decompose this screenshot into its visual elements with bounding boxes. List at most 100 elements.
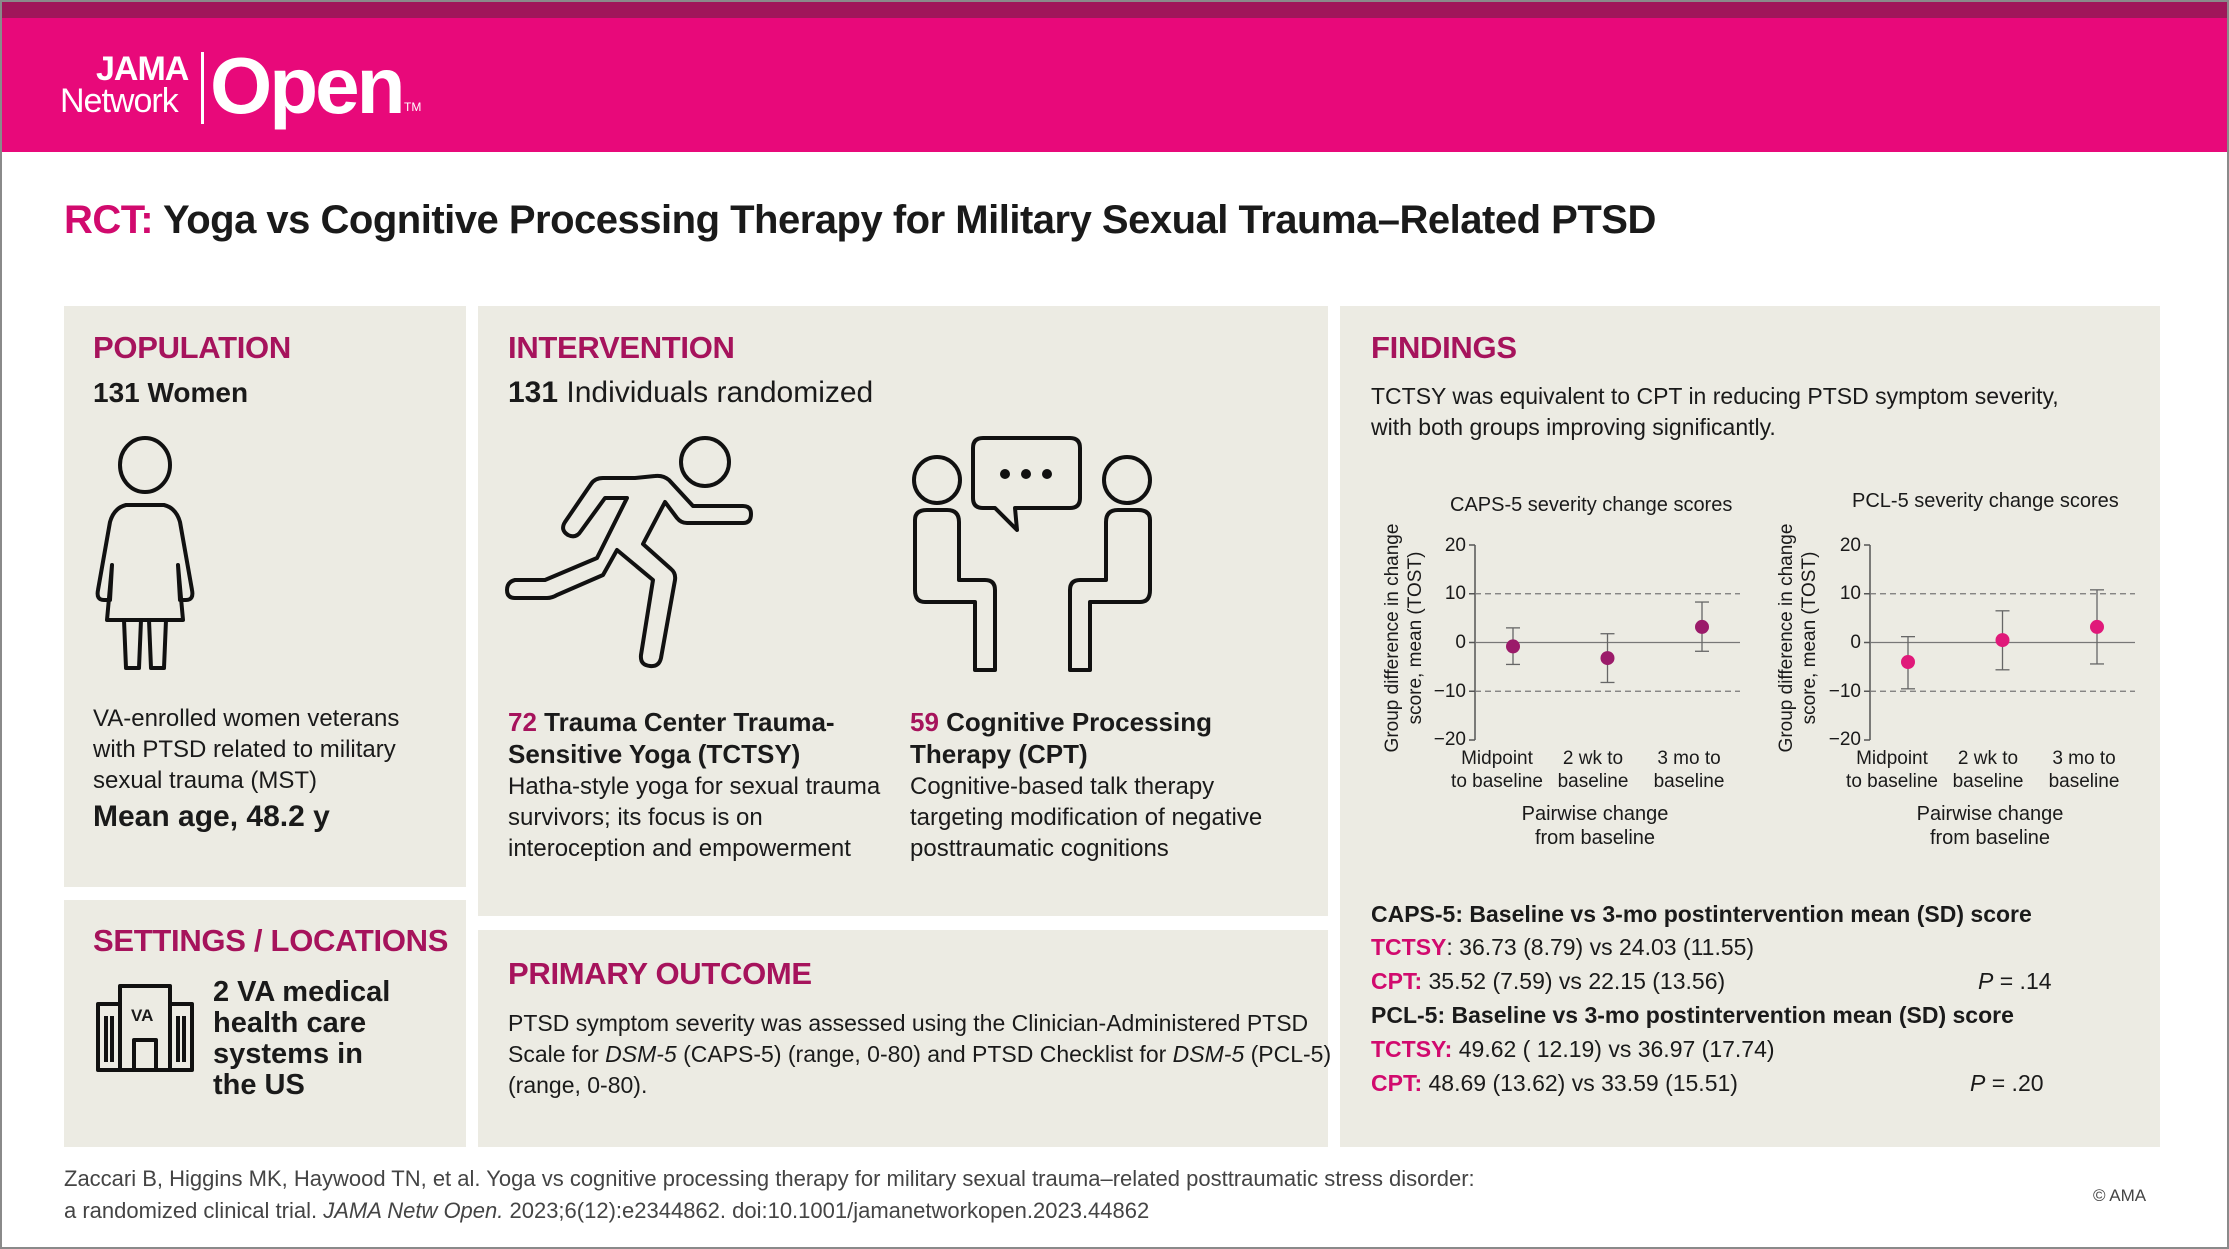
arm1-desc-2: survivors; its focus is on xyxy=(508,804,763,831)
chart1-ytick-20: 20 xyxy=(1444,535,1466,556)
po-l2c: (CAPS-5) (range, 0-80) and PTSD Checklis… xyxy=(676,1041,1173,1067)
chart2-ytick-10: 10 xyxy=(1839,583,1861,604)
population-mean-age: Mean age, 48.2 y xyxy=(93,800,330,833)
chart2-point xyxy=(2090,619,2104,634)
logo-tm: TM xyxy=(404,100,422,114)
chart2-xtick-2: 2 wk to baseline xyxy=(1943,747,2033,793)
pcl-p-value: P = .20 xyxy=(1970,1068,2044,1099)
population-desc-2: with PTSD related to military xyxy=(93,736,396,763)
chart1-point xyxy=(1506,639,1520,654)
running-person-icon xyxy=(505,436,753,669)
intervention-panel xyxy=(478,306,1328,916)
c1x3a: 3 mo to xyxy=(1657,748,1721,769)
arm1-title-l1: 72 Trauma Center Trauma- xyxy=(508,707,835,738)
c2x3a: 3 mo to xyxy=(2052,748,2116,769)
talk-therapy-icon xyxy=(912,436,1152,672)
pcl-cpt-label: CPT: xyxy=(1371,1070,1423,1096)
pcl-p-label: P xyxy=(1970,1070,1986,1096)
c2x1b: to baseline xyxy=(1846,771,1938,792)
chart2-ytick-m20: −20 xyxy=(1828,729,1861,750)
intervention-heading: INTERVENTION xyxy=(508,330,735,365)
arm2-desc-1: Cognitive-based talk therapy xyxy=(910,773,1215,800)
citation-line-1: Zaccari B, Higgins MK, Haywood TN, et al… xyxy=(64,1166,1475,1191)
chart2-xtick-1: Midpoint to baseline xyxy=(1842,747,1942,793)
caps-cpt-label: CPT: xyxy=(1371,968,1423,994)
chart1-ytick-m10: −10 xyxy=(1433,681,1466,702)
c2x3b: baseline xyxy=(2048,771,2120,792)
arm1-title-l2: Sensitive Yoga (TCTSY) xyxy=(508,739,801,769)
pcl-cpt-value: 48.69 (13.62) vs 33.59 (15.51) xyxy=(1422,1070,1738,1096)
chart2-point xyxy=(1901,655,1915,669)
caps-header: CAPS-5: Baseline vs 3-mo postinterventio… xyxy=(1371,901,2032,927)
title-prefix: RCT: xyxy=(64,198,154,242)
findings-heading: FINDINGS xyxy=(1371,330,1517,365)
population-desc-3: sexual trauma (MST) xyxy=(93,767,318,794)
arm2-desc-2: targeting modification of negative xyxy=(910,804,1263,831)
po-l2a: Scale for xyxy=(508,1041,606,1067)
c2x2b: baseline xyxy=(1952,771,2024,792)
primary-outcome-l2: Scale for DSM-5 (CAPS-5) (range, 0-80) a… xyxy=(508,1039,1331,1070)
caps-p-num: = .14 xyxy=(1993,968,2052,994)
chart1-ytick-10: 10 xyxy=(1444,583,1466,604)
chart2-ytick-m10: −10 xyxy=(1828,681,1861,702)
settings-desc-3: systems in xyxy=(213,1038,363,1070)
arm1-desc-3: interoception and empowerment xyxy=(508,835,851,862)
settings-desc-2: health care xyxy=(213,1007,367,1039)
top-strip xyxy=(2,2,2227,18)
settings-desc-4: the US xyxy=(213,1069,305,1101)
pcl-tctsy-label: TCTSY: xyxy=(1371,1036,1453,1062)
findings-summary-2: with both groups improving significantly… xyxy=(1371,414,1776,440)
chart2-ytick-0: 0 xyxy=(1850,632,1861,653)
settings-icon-label: VA xyxy=(131,1006,154,1025)
findings-panel xyxy=(1340,306,2160,1147)
logo-open: Open xyxy=(210,41,405,130)
population-count: 131 Women xyxy=(93,377,249,408)
po-l2d: DSM-5 xyxy=(1172,1041,1245,1067)
chart1-xlabel: Pairwise change from baseline xyxy=(1490,802,1700,850)
arm1-n: 72 xyxy=(508,707,537,737)
arm2-title-text: Cognitive Processing xyxy=(938,707,1212,737)
intervention-count: 131 xyxy=(508,376,559,409)
c2x1a: Midpoint xyxy=(1856,748,1928,769)
population-desc-1: VA-enrolled women veterans xyxy=(93,705,400,732)
chart1-plot xyxy=(1469,544,1740,741)
settings-panel xyxy=(64,900,466,1147)
title-text: Yoga vs Cognitive Processing Therapy for… xyxy=(153,198,1656,242)
po-l2b: DSM-5 xyxy=(605,1041,677,1067)
c1xl2: from baseline xyxy=(1534,827,1656,849)
chart2-plot xyxy=(1864,544,2135,741)
logo-jama: JAMA xyxy=(96,50,189,88)
chart2-ytick-20: 20 xyxy=(1839,535,1861,556)
c1xl1: Pairwise change xyxy=(1521,803,1669,825)
arm2-title-l1: 59 Cognitive Processing xyxy=(910,707,1212,738)
settings-desc-1: 2 VA medical xyxy=(213,976,391,1008)
caps-p-value: P = .14 xyxy=(1978,966,2052,997)
cite-l2c: 2023;6(12):e2344862. doi:10.1001/jamanet… xyxy=(503,1198,1150,1223)
c1x2a: 2 wk to xyxy=(1562,748,1624,769)
primary-outcome-l1: PTSD symptom severity was assessed using… xyxy=(508,1010,1309,1036)
intervention-count-label: Individuals randomized xyxy=(558,376,874,409)
chart1-xtick-3: 3 mo to baseline xyxy=(1644,747,1734,793)
chart2-xlabel: Pairwise change from baseline xyxy=(1885,802,2095,850)
c1x1b: to baseline xyxy=(1451,771,1543,792)
c2xl1: Pairwise change xyxy=(1916,803,2064,825)
citation-line-2: a randomized clinical trial. JAMA Netw O… xyxy=(64,1195,1149,1227)
chart1-ytick-m20: −20 xyxy=(1433,729,1466,750)
page-title: RCT: Yoga vs Cognitive Processing Therap… xyxy=(64,198,1656,243)
copyright: © AMA xyxy=(2093,1186,2147,1205)
pcl-p-num: = .20 xyxy=(1985,1070,2044,1096)
chart1-ylabel-l1: Group difference in change xyxy=(1382,523,1403,753)
primary-outcome-panel xyxy=(478,930,1328,1147)
settings-heading: SETTINGS / LOCATIONS xyxy=(93,923,449,958)
findings-summary-1: TCTSY was equivalent to CPT in reducing … xyxy=(1371,383,2059,409)
c1x3b: baseline xyxy=(1653,771,1725,792)
c1x1a: Midpoint xyxy=(1461,748,1533,769)
arm2-title-l2: Therapy (CPT) xyxy=(910,739,1088,769)
pcl-tctsy-row: TCTSY: 49.62 ( 12.19) vs 36.97 (17.74) xyxy=(1371,1034,1775,1065)
logo-divider xyxy=(201,52,204,124)
chart2-point xyxy=(1995,633,2010,648)
pcl-cpt-row: CPT: 48.69 (13.62) vs 33.59 (15.51) xyxy=(1371,1068,1738,1099)
header-banner xyxy=(2,18,2227,152)
pcl-header: PCL-5: Baseline vs 3-mo postintervention… xyxy=(1371,1002,2014,1028)
